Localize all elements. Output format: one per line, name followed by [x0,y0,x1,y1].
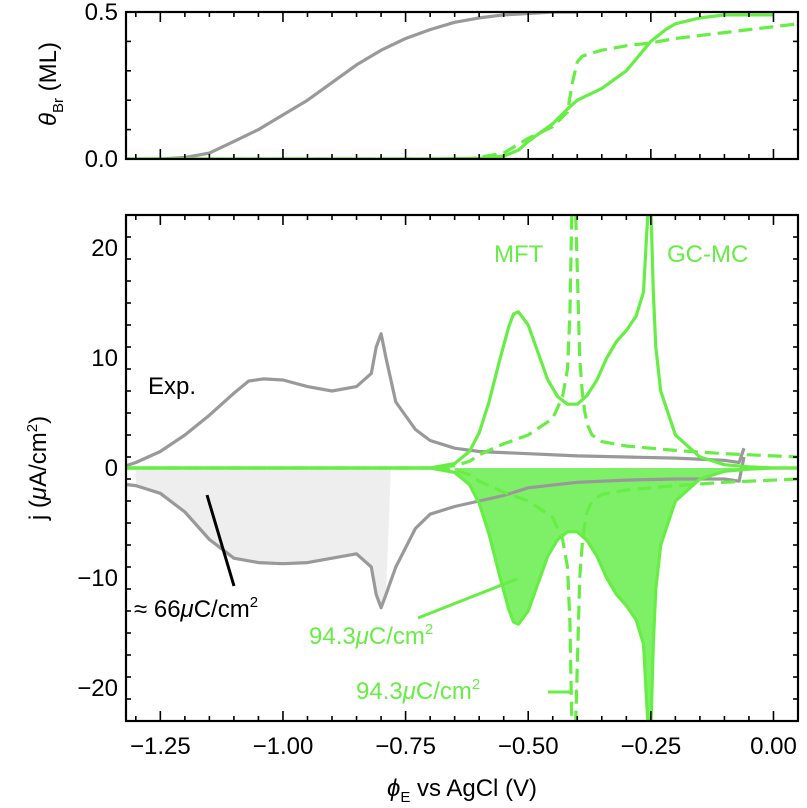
bottom-ytick-label: −20 [77,675,118,702]
xtick-label: 0.00 [750,733,797,760]
bottom-series-mft-cathodic [126,466,798,721]
top-series-exp [126,12,578,159]
pointer-gcmc-charge [417,577,518,620]
top-axes-frame [124,10,800,161]
xtick-label: −0.25 [620,733,681,760]
bottom-panel: −20 −10 0 10 20 −1.25 −1.00 −0.75 −0.50 −0.25 0.0… [24,213,800,806]
annotation-charge-gcmc: 94.3μC/cm2 [309,621,433,650]
bottom-series-mft-anodic [126,215,798,470]
top-ylabel: θBr (ML) [35,42,67,126]
annotation-charge-exp: ≈ 66μC/cm2 [134,594,258,623]
bottom-series-exp-anodic [126,332,746,468]
top-ytick-label: 0.5 [85,0,118,26]
bottom-ytick-label: 0 [105,455,118,482]
xtick-label: −0.50 [498,733,559,760]
xtick-label: −0.75 [375,733,436,760]
top-ytick-label: 0.0 [85,146,118,173]
top-panel: 0.0 0.5 θBr (ML) [35,0,800,173]
bottom-axes-frame [124,213,800,723]
annotation-exp: Exp. [148,373,196,400]
annotation-gcmc: GC-MC [667,241,748,268]
fill-exp-charge [135,468,391,608]
bottom-ylabel: j (μA/cm2) [24,416,52,521]
xtick-label: −1.00 [253,733,314,760]
xtick-label: −1.25 [130,733,191,760]
pointer-exp-charge [205,494,236,587]
top-series-gc-mc [126,13,774,159]
bottom-ytick-label: −10 [77,565,118,592]
annotation-mft: MFT [494,241,544,268]
fill-gcmc-charge [454,468,749,721]
bottom-ytick-label: 10 [91,345,118,372]
top-series-mft [126,22,798,159]
bottom-series-gc-mc-cathodic [126,466,798,721]
xlabel: ϕE vs AgCl (V) [387,775,537,806]
bottom-ytick-label: 20 [91,235,118,262]
bottom-series-gc-mc-anodic [126,215,798,470]
annotation-charge-mft: 94.3μC/cm2 [356,676,480,705]
